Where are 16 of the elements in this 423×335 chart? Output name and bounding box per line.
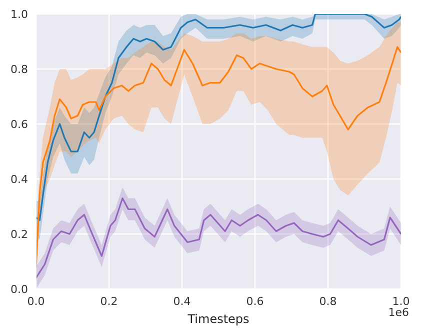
y-tick-label: 0.4: [10, 172, 28, 186]
x-tick-label: 0.8: [319, 294, 337, 308]
y-tick-label: 1.0: [10, 8, 28, 21]
y-tick-label: 0.0: [10, 282, 28, 296]
x-tick-label: 1.0: [392, 294, 410, 308]
line-series: [36, 197, 401, 279]
text: 1e6: [388, 306, 409, 319]
x-tick-label: 0.0: [27, 294, 45, 308]
y-tick-label: 0.2: [10, 228, 28, 241]
x-axis-title: Timesteps: [186, 312, 250, 326]
y-tick-label: 0.8: [10, 62, 28, 76]
x-tick-label: 0.4: [173, 294, 191, 308]
line-series: [36, 46, 401, 268]
y-tick-label: 0.6: [10, 118, 28, 131]
x-tick-label: 0.6: [246, 294, 264, 308]
x-tick-label: 0.2: [100, 294, 118, 308]
